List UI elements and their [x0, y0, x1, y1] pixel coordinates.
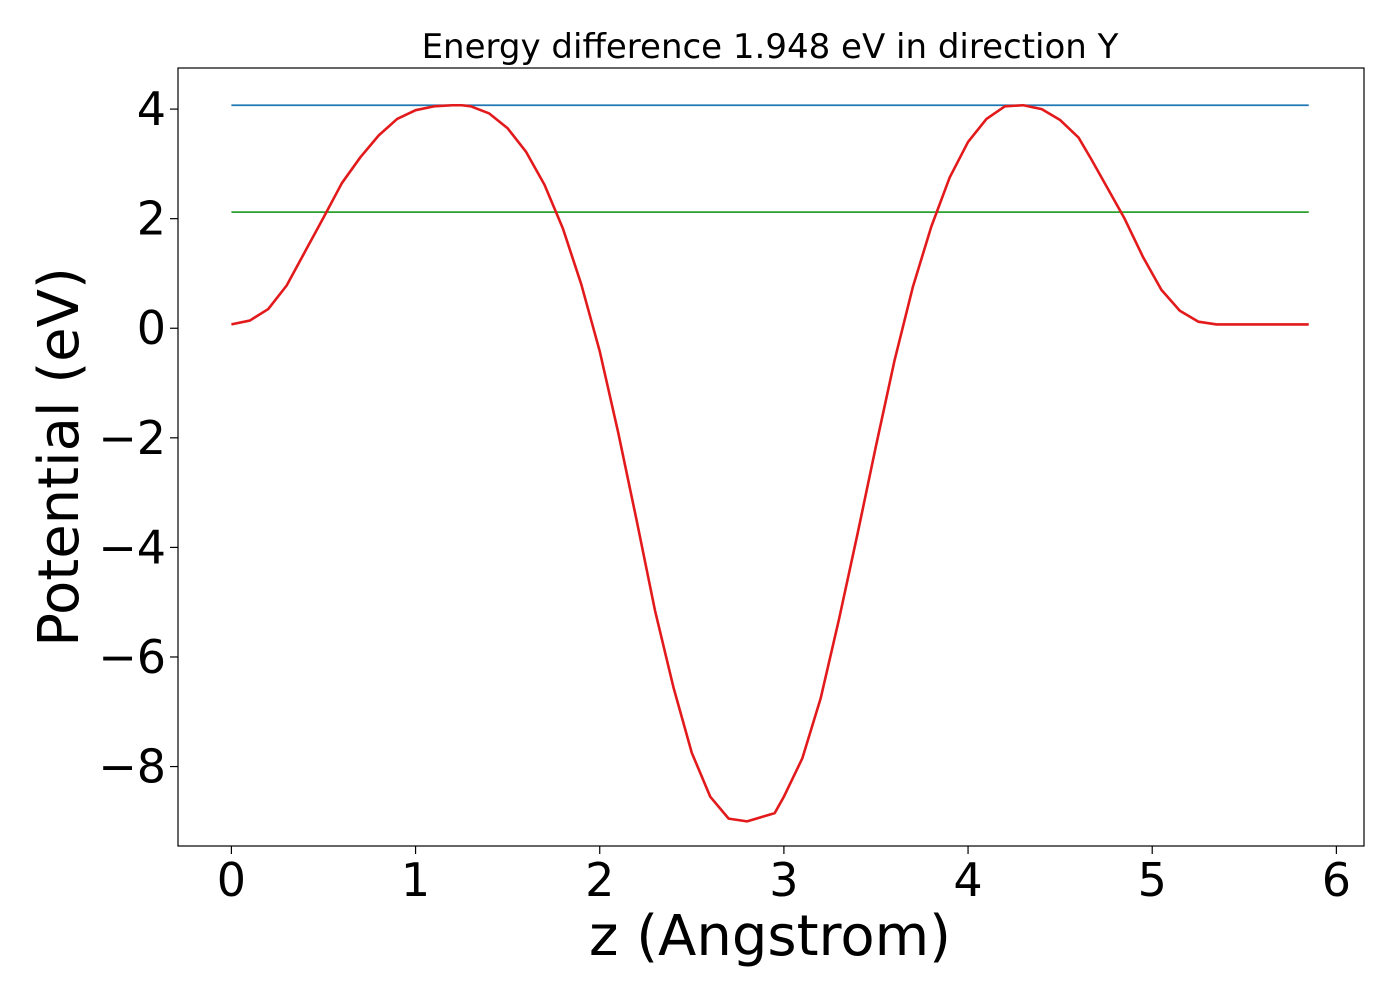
y-tick-label: −4 — [98, 520, 166, 574]
x-tick-label: 6 — [1322, 853, 1351, 907]
series-line-2 — [231, 103, 1309, 823]
chart-title: Energy difference 1.948 eV in direction … — [422, 27, 1119, 67]
x-tick-label: 5 — [1138, 853, 1167, 907]
y-tick-label: −8 — [98, 740, 166, 794]
y-axis-label: Potential (eV) — [27, 267, 92, 647]
x-tick-label: 0 — [217, 853, 246, 907]
x-tick-label: 3 — [769, 853, 798, 907]
y-axis-ticks: 4 2 0 −2 −4 −6 −8 — [98, 82, 178, 794]
y-tick-label: 0 — [137, 301, 166, 355]
x-axis-ticks: 0 1 2 3 4 5 6 — [217, 846, 1351, 907]
x-tick-label: 4 — [953, 853, 982, 907]
x-tick-label: 2 — [585, 853, 614, 907]
y-tick-label: −2 — [98, 411, 166, 465]
x-tick-label: 1 — [401, 853, 430, 907]
y-tick-label: 2 — [137, 192, 166, 246]
x-axis-label: z (Angstrom) — [589, 904, 951, 969]
series-layer — [231, 103, 1309, 823]
y-tick-label: 4 — [137, 82, 166, 136]
plot-frame — [177, 67, 1365, 847]
y-tick-label: −6 — [98, 630, 166, 684]
